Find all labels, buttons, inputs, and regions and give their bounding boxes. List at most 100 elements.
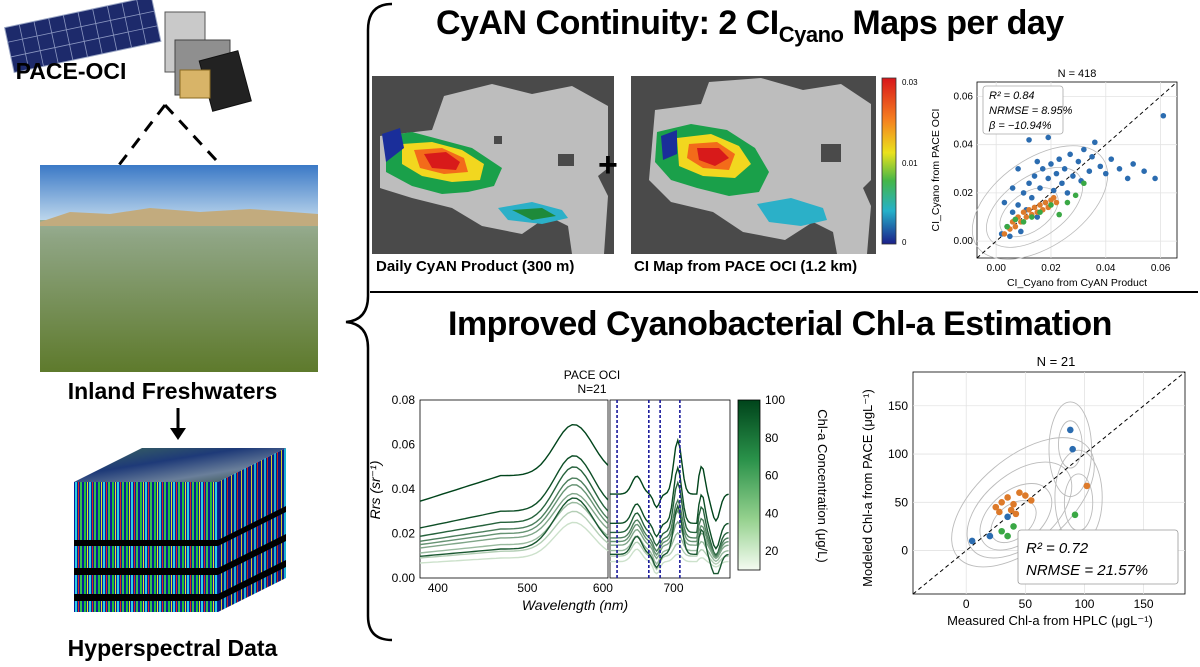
cube-label: Hyperspectral Data	[67, 635, 278, 661]
scatter-point-orange	[1022, 492, 1029, 499]
scatter-point-blue	[1160, 112, 1167, 119]
spectra-chart: PACE OCI N=21 400 500 600 700 0.00 0.02 …	[367, 368, 830, 613]
top-scatter-ylabel: CI_Cyano from PACE OCI	[930, 109, 942, 232]
scatter-point-green	[1010, 523, 1017, 530]
plus-sign: +	[598, 146, 618, 184]
scatter-point-blue	[1039, 165, 1046, 172]
map-colorbar-tick-bottom: 0	[902, 238, 907, 247]
top-scatter-stat-nrmse: NRMSE = 8.95%	[989, 105, 1073, 117]
scatter-point-orange	[1050, 194, 1057, 201]
top-scatter-xtick: 0.02	[1041, 263, 1061, 274]
scatter-point-blue	[1070, 173, 1076, 179]
spectra-colorbar-label: Chl-a Concentration (μg/L)	[815, 409, 830, 562]
scatter-point-orange	[1004, 494, 1011, 501]
spectrum-line-s10-nir	[610, 503, 729, 575]
scatter-point-blue	[1152, 175, 1158, 182]
scatter-point-orange	[1083, 482, 1091, 490]
spectrum-line-s10	[419, 497, 609, 557]
scatter-point-blue	[1007, 233, 1013, 240]
top-scatter-xticks: 0.00 0.02 0.04 0.06	[986, 263, 1170, 274]
scatter-point-orange	[1010, 500, 1017, 508]
scatter-point-blue	[1086, 168, 1093, 175]
scatter-point-orange	[1037, 202, 1043, 208]
spectra-colorbar-tick: 40	[765, 506, 779, 520]
spectrum-line-s6-nir	[610, 520, 729, 560]
spectrum-line-s9-nir	[610, 548, 729, 575]
satellite-label: PACE-OCI	[15, 58, 127, 84]
scatter-point-blue	[986, 532, 994, 540]
scatter-point-blue	[1102, 170, 1109, 177]
scatter-point-blue	[1034, 214, 1041, 220]
density-contour	[986, 167, 1084, 248]
scatter-point-blue	[1031, 173, 1038, 179]
spectra-title-line1: PACE OCI	[564, 368, 620, 382]
bottom-scatter-yticks: 0 50 100 150	[888, 399, 908, 558]
density-contour	[1058, 420, 1083, 469]
bottom-scatter-ytick: 100	[888, 447, 908, 461]
scatter-point-green	[1020, 219, 1027, 225]
lake-label: Inland Freshwaters	[67, 378, 278, 404]
satellite-icon	[4, 0, 252, 112]
cyan-product-map	[372, 76, 614, 254]
scatter-point-blue	[1059, 180, 1065, 187]
spectra-ytick: 0.06	[392, 438, 416, 452]
scatter-point-orange	[996, 508, 1003, 516]
scatter-point-blue	[1001, 199, 1008, 206]
top-scatter-xtick: 0.06	[1151, 263, 1171, 274]
spectrum-line-s2-nir	[610, 465, 729, 550]
bottom-scatter-stat-r2: R² = 0.72	[1026, 540, 1089, 557]
spectrum-line-s7	[419, 501, 609, 554]
bottom-scatter-ytick: 0	[901, 544, 908, 558]
scatter-point-blue	[1028, 194, 1035, 201]
bottom-scatter-chart: N = 21 R² = 0.72 NRMSE = 21.57% 0 50 100…	[860, 354, 1186, 628]
spectra-title-line2: N=21	[577, 382, 606, 396]
scatter-point-green	[1004, 532, 1011, 540]
scatter-point-blue	[1037, 185, 1043, 191]
brace-and-divider	[345, 2, 1198, 642]
lake-photo	[40, 165, 318, 372]
spectra-xtick: 700	[664, 581, 684, 595]
top-scatter-stats-box	[982, 85, 1064, 135]
top-title-main: CyAN Continuity: 2 CI	[436, 4, 779, 42]
bottom-scatter-stat-nrmse: NRMSE = 21.57%	[1026, 562, 1148, 579]
spectra-colorbar	[737, 399, 761, 571]
map2-caption: CI Map from PACE OCI (1.2 km)	[634, 258, 858, 275]
spectrum-line-s3-nir	[610, 480, 729, 557]
bottom-scatter-xtick: 150	[1134, 597, 1154, 611]
scatter-point-blue	[1015, 165, 1021, 172]
top-scatter-yticks: 0.00 0.02 0.04 0.06	[954, 91, 974, 247]
scatter-point-blue	[1018, 228, 1024, 235]
bottom-scatter-stats-box	[1017, 529, 1179, 585]
spectra-xlabel: Wavelength (nm)	[522, 597, 628, 613]
scatter-point-orange	[1031, 204, 1038, 211]
spectra-xtick: 400	[428, 581, 448, 595]
spectrum-line-s4	[419, 477, 609, 542]
map1-caption: Daily CyAN Product (300 m)	[376, 258, 575, 275]
spectrum-line-s5-nir	[610, 509, 729, 559]
bottom-scatter-ytick: 150	[888, 399, 908, 413]
scatter-point-blue	[1116, 165, 1123, 172]
scatter-point-orange	[1023, 214, 1030, 220]
scatter-point-orange	[1007, 506, 1015, 514]
top-scatter-points	[998, 112, 1167, 240]
top-scatter-ytick: 0.04	[954, 140, 974, 151]
spectra-ytick: 0.08	[392, 393, 416, 407]
top-scatter-ytick: 0.00	[954, 236, 974, 247]
density-contour	[971, 145, 1109, 260]
map-colorbar: 0.03 0.01 0	[881, 77, 918, 247]
scatter-point-blue	[1026, 180, 1032, 187]
spectra-xtick: 500	[517, 581, 537, 595]
bottom-scatter-ylabel: Modeled Chl-a from PACE (μgL⁻¹)	[860, 389, 875, 587]
scatter-point-orange	[1027, 497, 1035, 504]
scatter-point-blue	[1015, 202, 1021, 208]
scatter-point-blue	[1130, 161, 1136, 167]
scatter-point-blue	[1050, 187, 1057, 194]
spectra-yticks: 0.00 0.02 0.04 0.06 0.08	[392, 393, 416, 585]
bottom-scatter-xtick: 50	[1019, 597, 1033, 611]
scatter-point-blue	[1045, 134, 1052, 141]
scatter-point-green	[1048, 202, 1054, 208]
map-colorbar-tick-top: 0.03	[902, 78, 918, 87]
bottom-scatter-ytick: 50	[895, 495, 909, 509]
top-scatter-xtick: 0.04	[1096, 263, 1116, 274]
scatter-point-green	[1004, 223, 1010, 230]
